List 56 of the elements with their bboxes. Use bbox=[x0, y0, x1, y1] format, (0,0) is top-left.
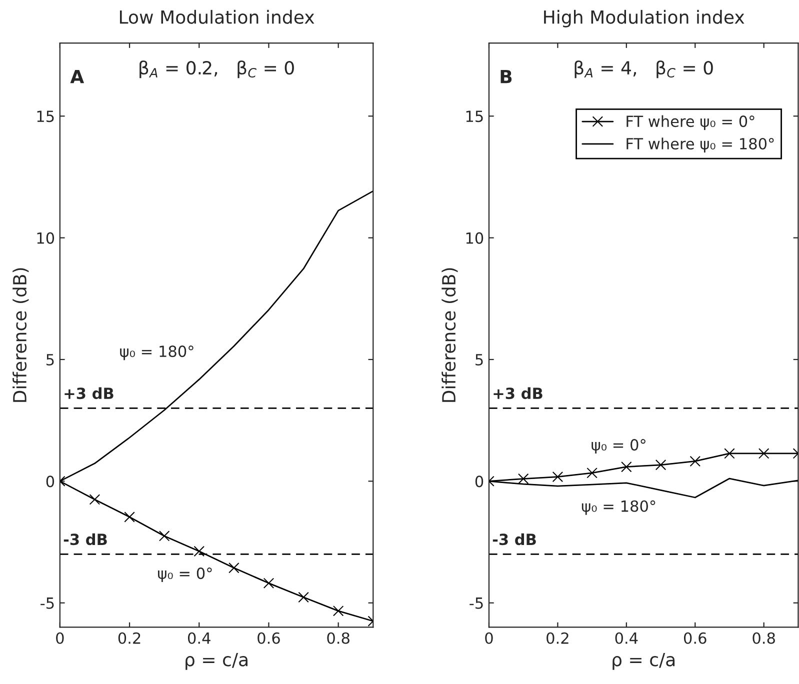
annotation: ψ₀ = 0° bbox=[592, 439, 646, 454]
y-tick-label: 0 bbox=[46, 476, 54, 488]
x-tick-label: 0 bbox=[485, 632, 493, 644]
point bbox=[298, 592, 309, 603]
annotation: ψ₀ = 0° bbox=[158, 568, 212, 582]
y-tick-label: 10 bbox=[466, 232, 484, 244]
point bbox=[158, 530, 170, 542]
annotation: A bbox=[70, 70, 84, 84]
x-tick-label: 0.2 bbox=[546, 632, 568, 644]
annotation: β$_{A}$ = 0.2, β$_{C}$ = 0 bbox=[140, 60, 294, 78]
point bbox=[690, 456, 701, 467]
x-tick-label: 0.4 bbox=[188, 632, 210, 644]
y-tick-label: -5 bbox=[40, 598, 54, 609]
chart-title: High Modulation index bbox=[544, 10, 744, 28]
x-tick-label: 0.2 bbox=[118, 632, 140, 644]
y-tick-label: -5 bbox=[470, 598, 483, 609]
y-tick-label: 5 bbox=[476, 354, 483, 366]
ref-line-label: -3 dB bbox=[492, 533, 536, 546]
annotation: β$_{A}$ = 4, β$_{C}$ = 0 bbox=[574, 60, 713, 78]
x-tick-label: 0.4 bbox=[615, 632, 638, 644]
point bbox=[586, 468, 598, 478]
x-axis-title: ρ = c/a bbox=[612, 652, 675, 670]
x-tick-label: 0.8 bbox=[752, 632, 775, 644]
point bbox=[724, 448, 735, 459]
ref-line-label: -3 dB bbox=[64, 533, 107, 546]
point bbox=[758, 448, 770, 459]
legend-label: FT where ψ₀ = 180° bbox=[626, 138, 774, 152]
point bbox=[228, 562, 240, 574]
x-tick-label: 0.6 bbox=[684, 632, 706, 644]
point bbox=[194, 546, 205, 557]
point bbox=[263, 578, 274, 589]
point bbox=[552, 471, 564, 482]
legend-label: FT where ψ₀ = 0° bbox=[626, 115, 754, 130]
annotation: B bbox=[500, 70, 512, 84]
y-axis-title: Difference (dB) bbox=[442, 268, 458, 402]
y-tick-label: 5 bbox=[46, 354, 54, 366]
y-tick-label: 15 bbox=[37, 110, 54, 122]
y-tick-label: 15 bbox=[466, 110, 483, 122]
x-tick-label: 0 bbox=[56, 632, 64, 644]
x-axis-title: ρ = c/a bbox=[186, 652, 248, 670]
y-axis-title: Difference (dB) bbox=[12, 268, 29, 402]
x-tick-label: 0.8 bbox=[327, 632, 350, 644]
point bbox=[89, 494, 100, 505]
point bbox=[332, 606, 344, 616]
annotation: ψ₀ = 180° bbox=[582, 500, 656, 515]
ref-line-label: +3 dB bbox=[494, 387, 542, 400]
point bbox=[621, 461, 632, 472]
point bbox=[124, 512, 135, 522]
y-tick-label: 0 bbox=[475, 476, 484, 488]
x-tick-label: 0.6 bbox=[258, 632, 280, 644]
point bbox=[655, 460, 666, 470]
ref-line-label: +3 dB bbox=[64, 387, 114, 400]
y-tick-label: 10 bbox=[37, 232, 54, 244]
chart-title: Low Modulation index bbox=[120, 10, 314, 24]
point bbox=[518, 473, 529, 484]
annotation: ψ₀ = 180° bbox=[120, 346, 194, 360]
